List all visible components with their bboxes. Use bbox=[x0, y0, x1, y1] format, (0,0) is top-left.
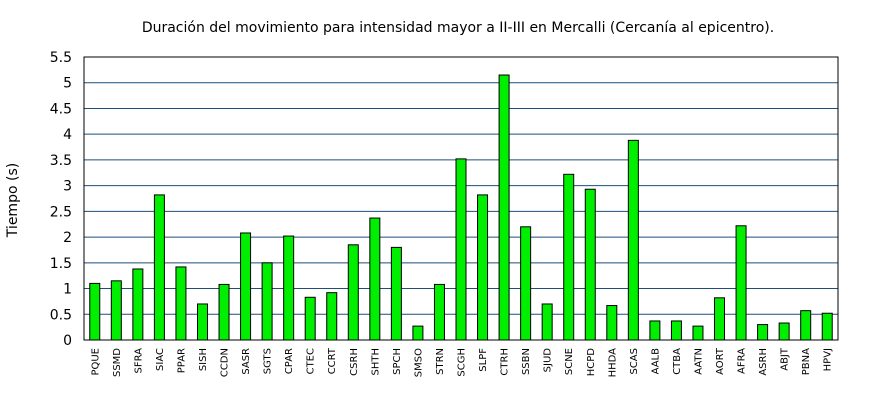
x-tick-label: SSMD bbox=[112, 348, 123, 377]
bar-scne bbox=[563, 173, 575, 341]
bar-scas bbox=[627, 139, 639, 341]
bar-slpf bbox=[477, 194, 489, 341]
bar-pbna bbox=[800, 310, 812, 341]
y-tick-label: 4 bbox=[63, 127, 72, 143]
bar-ccdn bbox=[218, 283, 230, 341]
x-tick-label: SCNE bbox=[564, 348, 575, 375]
y-tick-labels: 0 0.5 1 1.5 2 2.5 3 3.5 4 4.5 5 5.5 bbox=[50, 50, 72, 349]
x-tick-label: SMSO bbox=[413, 348, 424, 377]
bar-hcpd bbox=[584, 188, 596, 341]
bar-ssbn bbox=[520, 226, 532, 341]
x-tick-label: CTBA bbox=[672, 348, 683, 375]
y-tick-label: 3 bbox=[63, 179, 72, 195]
x-tick-label: AATN bbox=[693, 348, 704, 375]
y-axis-label: Tiempo (s) bbox=[5, 163, 21, 238]
bar-aatn bbox=[692, 325, 704, 341]
bar-csrh bbox=[347, 244, 359, 341]
bar-abjt bbox=[778, 322, 790, 341]
y-tick-label: 4.5 bbox=[50, 101, 72, 117]
x-tick-label: AFRA bbox=[737, 348, 748, 374]
x-tick-label: CCDN bbox=[220, 348, 231, 377]
bar-sjud bbox=[541, 303, 553, 341]
x-tick-label: SJUD bbox=[543, 348, 554, 373]
bar-aort bbox=[714, 297, 726, 341]
x-tick-label: SASR bbox=[241, 348, 252, 375]
y-tick-label: 5 bbox=[63, 76, 72, 92]
x-tick-label: PQUE bbox=[90, 348, 101, 376]
x-tick-label: STRN bbox=[435, 348, 446, 375]
x-tick-label: SCAS bbox=[629, 348, 640, 375]
bar-cpar bbox=[283, 235, 295, 341]
bar-ctba bbox=[670, 320, 682, 341]
x-tick-label: SGTS bbox=[263, 348, 274, 374]
y-tick-label: 1 bbox=[63, 282, 72, 298]
bar-pque bbox=[89, 282, 101, 341]
y-tick-label: 1.5 bbox=[50, 256, 72, 272]
bar-sfra bbox=[132, 268, 144, 341]
x-tick-label: SPCH bbox=[392, 348, 403, 375]
bar-scgh bbox=[455, 158, 467, 341]
bar-siac bbox=[153, 194, 165, 341]
x-tick-label: AORT bbox=[715, 347, 726, 375]
y-tick-label: 0 bbox=[63, 333, 72, 349]
x-tick-label: SCGH bbox=[457, 348, 468, 377]
bar-hhda bbox=[606, 305, 618, 341]
y-tick-label: 2.5 bbox=[50, 204, 72, 220]
x-tick-label: PBNA bbox=[801, 348, 812, 375]
x-tick-label: SSBN bbox=[521, 348, 532, 375]
bar-smso bbox=[412, 325, 424, 341]
bar-strn bbox=[433, 283, 445, 341]
x-tick-label: ABJT bbox=[780, 347, 791, 371]
y-tick-label: 0.5 bbox=[50, 307, 72, 323]
x-tick-label: SIAC bbox=[155, 348, 166, 371]
x-tick-label: CTEC bbox=[306, 348, 317, 374]
bar-afra bbox=[735, 225, 747, 341]
bar-spch bbox=[390, 246, 402, 341]
x-tick-label: SISH bbox=[198, 348, 209, 371]
bar-sish bbox=[196, 303, 208, 341]
x-tick-label: PPAR bbox=[176, 348, 187, 373]
y-tick-label: 5.5 bbox=[50, 50, 72, 66]
bar-shth bbox=[369, 217, 381, 341]
bar-sgts bbox=[261, 262, 273, 341]
x-tick-label: SFRA bbox=[133, 348, 144, 374]
bars bbox=[89, 74, 833, 341]
bar-ssmd bbox=[110, 280, 122, 341]
bar-ctec bbox=[304, 296, 316, 341]
chart-title: Duración del movimiento para intensidad … bbox=[142, 20, 774, 36]
x-tick-label: SLPF bbox=[478, 348, 489, 372]
x-tick-label: CSRH bbox=[349, 348, 360, 376]
bar-ppar bbox=[175, 266, 187, 341]
x-tick-label: ASRH bbox=[758, 348, 769, 376]
y-tick-label: 2 bbox=[63, 230, 72, 246]
x-tick-label: AALB bbox=[650, 348, 661, 375]
x-tick-label: HHDA bbox=[607, 348, 618, 378]
y-tick-label: 3.5 bbox=[50, 153, 72, 169]
x-tick-label: CCRT bbox=[327, 347, 338, 374]
x-tick-label: CPAR bbox=[284, 348, 295, 374]
x-tick-label: SHTH bbox=[370, 348, 381, 376]
x-tick-label: CTRH bbox=[500, 348, 511, 376]
bar-ccrt bbox=[326, 292, 338, 341]
plot-frame bbox=[83, 56, 839, 341]
bar-asrh bbox=[757, 324, 769, 341]
x-tick-label: HCPD bbox=[586, 348, 597, 377]
x-tick-label: HPVJ bbox=[823, 348, 834, 371]
x-tick-labels: PQUE SSMD SFRA SIAC PPAR SISH CCDN SASR SGTS CPAR… bbox=[90, 347, 833, 377]
bar-aalb bbox=[649, 320, 661, 341]
bar-hpvj bbox=[821, 312, 833, 341]
bar-ctrh bbox=[498, 74, 510, 341]
bar-sasr bbox=[240, 232, 252, 341]
